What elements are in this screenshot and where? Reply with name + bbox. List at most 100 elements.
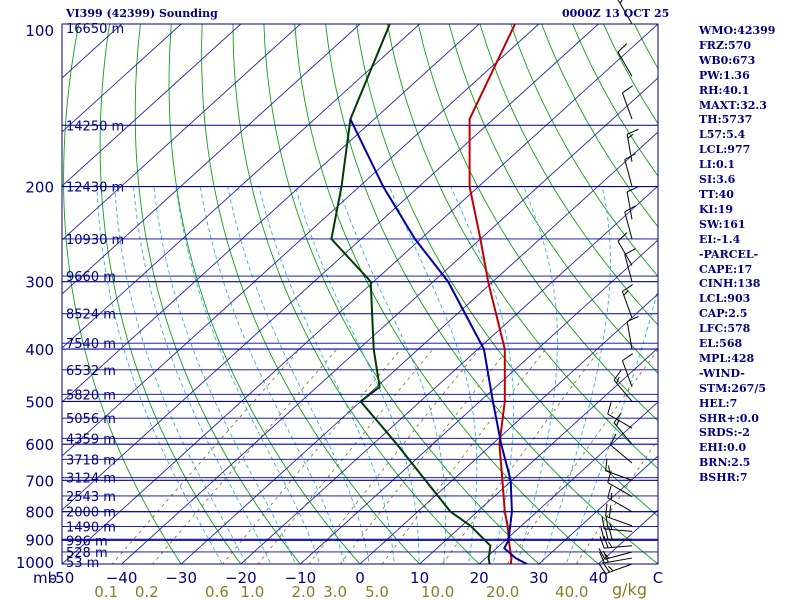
wind-barb-flag [608,505,612,518]
mixing-ratio-line [111,348,301,564]
isotherm-line [62,24,63,25]
height-label: 8524 m [66,308,116,323]
isotherm-line [62,24,540,457]
isotherm-line [62,24,480,403]
mixing-ratio-line [339,348,509,564]
wind-barb [605,458,633,481]
pressure-tick-label: 600 [25,436,54,454]
wind-barb [621,353,633,388]
mixing-ratio-line [222,348,402,564]
mixing-ratio-label: 2.0 [292,583,316,600]
index-item: SW:161 [699,217,746,231]
temperature-tick-label: -50 [50,569,75,587]
mixing-ratio-label: 10.0 [421,583,454,600]
isotherm-line [62,24,182,133]
index-item: -WIND- [699,366,745,380]
wind-barb-flag [617,43,628,53]
index-item: EHI:0.0 [699,441,747,455]
dry-adiabat-line [63,24,182,564]
wind-barb [598,548,633,560]
height-label: 1490 m [66,520,116,535]
temperature-line [468,24,516,564]
dry-adiabat-line [417,24,658,422]
wind-barb-flag [605,458,608,471]
isotherm-line [478,401,658,564]
index-item: LCL:903 [699,292,751,306]
moist-adiabat-line [114,186,247,564]
mixing-ratio-line [152,348,338,564]
isotherm-line [240,185,658,564]
wind-barb-flag [626,186,639,193]
wind-barb-staff [607,413,633,429]
wind-barb-staff [624,254,633,282]
height-label: 14250 m [66,119,124,134]
dry-adiabat-line [99,24,242,564]
wind-barb [599,535,633,549]
index-item: LFC:578 [699,322,751,336]
temperature-tick-label: −30 [165,569,197,587]
mixing-ratio-label: 5.0 [365,583,389,600]
wind-barb [621,85,633,120]
isotherm-line [538,455,658,564]
mixing-ratio-label: 0.6 [205,583,229,600]
index-item: PW:1.36 [699,68,750,82]
wind-barb-flag [622,284,633,292]
index-item: SHR+:0.0 [699,411,759,425]
moist-adiabat-line [517,186,558,564]
height-label: 7540 m [66,337,116,352]
wind-barb-staff [607,482,633,497]
pressure-tick-label: 400 [25,341,54,359]
wind-barb-flag [602,550,609,563]
wind-barb-flag [600,527,605,540]
pressure-tick-label: 200 [25,179,54,197]
wind-barb-flag [607,485,612,498]
temperature-tick-label: −20 [225,569,257,587]
temperature-tick-label: C [653,569,663,587]
wind-barb-flag [602,561,610,573]
wind-barb [626,128,639,162]
height-label: 996 m [66,535,108,550]
pressure-tick-label: 700 [25,472,54,490]
index-item: KI:19 [699,202,734,216]
wind-barb-staff [605,563,633,575]
mixing-ratio-line [257,348,434,564]
index-item: SI:3.6 [699,173,736,187]
index-item: LI:0.1 [699,158,736,172]
wind-barb-staff [617,240,633,266]
dry-adiabat-line [263,24,540,564]
wind-barb-flag [601,516,605,529]
dry-adiabat-line [448,24,658,374]
pressure-tick-label: 500 [25,393,54,411]
mixing-ratio-line [575,438,658,564]
moist-adiabat-line [258,186,395,564]
dewpoint-line [330,24,492,564]
temperature-tick-label: 10 [410,569,429,587]
wind-barb-flag [607,565,614,572]
wind-barb-flag [605,503,608,517]
height-label: 5056 m [66,412,116,427]
wind-barb-staff [613,379,633,402]
wind-barb-staff [613,422,633,445]
index-item: MPL:428 [699,351,755,365]
wind-barb-flag [613,369,622,381]
height-label: 12430 m [66,181,124,196]
sounding-time: 0000Z 13 OCT 25 [562,7,670,20]
mixing-ratio-label: 0.1 [94,583,118,600]
wind-barb-staff [605,470,633,481]
wind-barb-flag [624,248,636,256]
mixing-ratio-label: 0.2 [135,583,159,600]
wind-barb-staff [604,545,633,549]
wind-barb-flag [613,412,622,424]
index-item: BRN:2.5 [699,456,751,470]
height-label: 9660 m [66,270,116,285]
temperature-tick-label: −40 [106,569,138,587]
wind-barb-flag [619,0,623,4]
pressure-tick-label: 300 [25,274,54,292]
dry-adiabat-line [134,24,301,564]
moist-adiabat-line [227,186,370,564]
isotherm-line [62,24,301,241]
wind-barb-flag [607,401,612,415]
index-item: HEL:7 [699,396,738,410]
wind-barb [605,503,633,527]
